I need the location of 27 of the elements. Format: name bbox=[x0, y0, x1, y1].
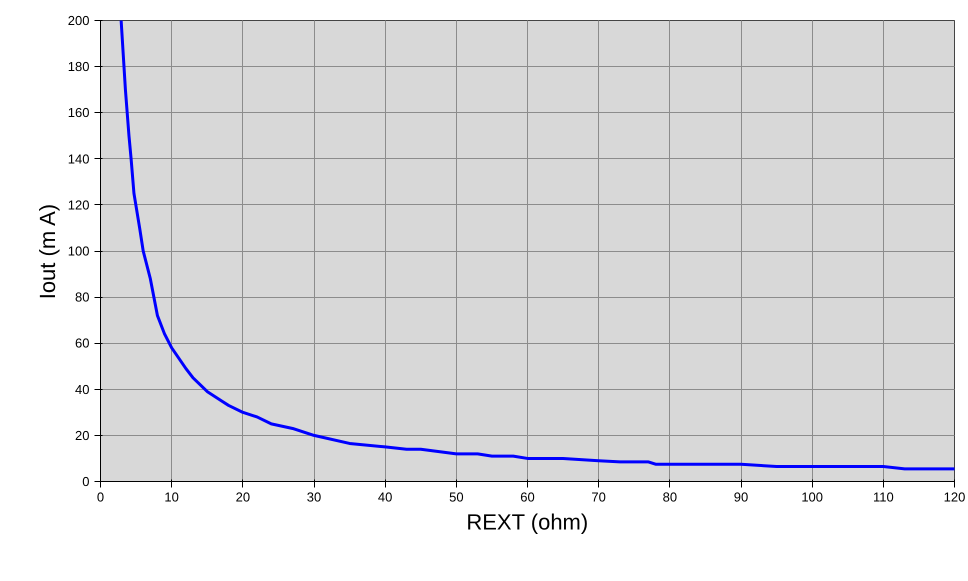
x-tick-label: 40 bbox=[378, 490, 392, 504]
x-tick-label: 10 bbox=[164, 490, 179, 504]
y-tick-label: 140 bbox=[68, 151, 90, 166]
y-tick-label: 80 bbox=[75, 290, 90, 305]
x-tick-label: 70 bbox=[591, 490, 606, 504]
y-tick-label: 120 bbox=[68, 197, 90, 212]
y-tick-label: 0 bbox=[82, 474, 90, 489]
x-tick-label: 50 bbox=[449, 490, 464, 504]
y-tick-label: 60 bbox=[75, 336, 90, 351]
y-axis-title: Iout (m A) bbox=[34, 204, 60, 300]
y-tick-label: 160 bbox=[68, 105, 90, 120]
y-tick-label: 40 bbox=[75, 382, 90, 397]
y-tick-label: 20 bbox=[75, 428, 90, 443]
x-tick-label: 80 bbox=[662, 490, 678, 504]
x-tick-label: 60 bbox=[520, 490, 535, 504]
y-tick-label: 200 bbox=[68, 13, 90, 28]
x-tick-label: 20 bbox=[236, 490, 250, 504]
y-tick-label: 100 bbox=[68, 244, 90, 258]
x-tick-label: 90 bbox=[734, 490, 748, 504]
x-tick-label: 0 bbox=[96, 490, 104, 504]
x-axis-title: REXT (ohm) bbox=[466, 510, 588, 534]
x-tick-label: 30 bbox=[306, 490, 322, 504]
line-series bbox=[120, 20, 954, 470]
x-tick-label: 110 bbox=[872, 490, 894, 504]
y-tick-label: 180 bbox=[68, 59, 90, 74]
x-tick-label: 120 bbox=[944, 490, 966, 504]
x-tick-label: 100 bbox=[801, 490, 824, 504]
